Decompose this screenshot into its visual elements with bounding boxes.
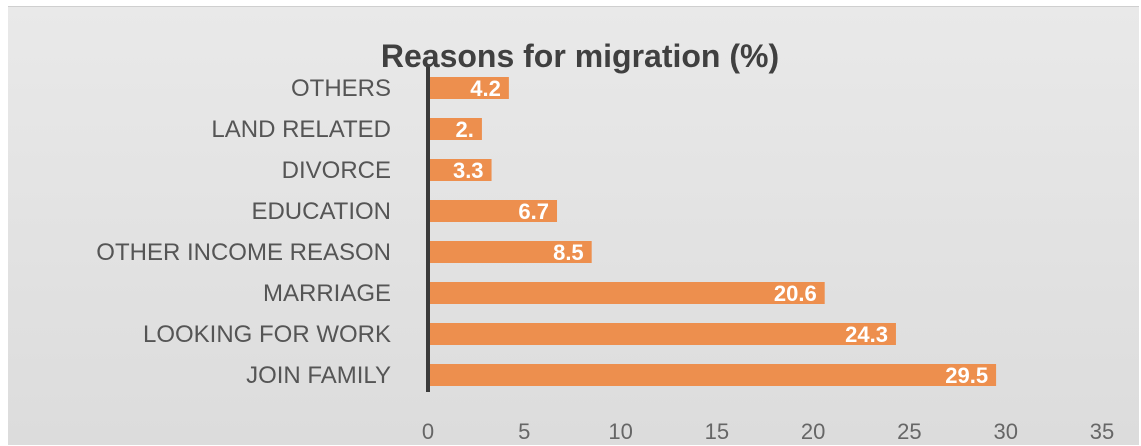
bar-education — [428, 200, 558, 222]
bar-other-income-reason — [428, 241, 592, 263]
category-label: DIVORCE — [282, 157, 391, 184]
x-tick-label: 35 — [1090, 419, 1114, 444]
x-tick-label: 30 — [993, 419, 1017, 444]
bar-looking-for-work — [428, 323, 896, 345]
x-tick-label: 20 — [801, 419, 825, 444]
data-label: 8.5 — [553, 240, 584, 265]
data-label: 6.7 — [518, 199, 549, 224]
bar-marriage — [428, 282, 825, 304]
x-tick-label: 25 — [897, 419, 921, 444]
bar-others — [428, 77, 509, 99]
bar-divorce — [428, 159, 492, 181]
bar-chart: Reasons for migration (%) JOIN FAMILY LOO… — [96, 38, 1114, 444]
x-tick-label: 0 — [422, 419, 434, 444]
data-label: 4.2 — [470, 76, 501, 101]
category-label: OTHERS — [291, 75, 391, 102]
x-axis-ticks: 0 5 10 15 20 25 30 35 — [422, 419, 1114, 444]
x-tick-label: 15 — [705, 419, 729, 444]
data-label: 29.5 — [945, 363, 988, 388]
data-label: 20.6 — [774, 281, 817, 306]
data-label: 3.3 — [453, 158, 484, 183]
x-tick-label: 10 — [608, 419, 632, 444]
data-labels: 29.5 24.3 20.6 8.56.7 3.3 2. 4.2 — [453, 76, 988, 388]
data-label: 2. — [456, 117, 474, 142]
chart-area: Reasons for migration (%) JOIN FAMILY LOO… — [8, 6, 1139, 445]
category-label: JOIN FAMILY — [246, 362, 391, 389]
bar-join-family — [428, 364, 997, 386]
chart-title: Reasons for migration (%) — [381, 38, 779, 74]
category-labels: JOIN FAMILY LOOKING FOR WORK MARRIAGE OTHER… — [96, 75, 391, 389]
category-label: LAND RELATED — [211, 116, 391, 143]
category-label: MARRIAGE — [263, 280, 391, 307]
category-label: EDUCATION — [251, 198, 391, 225]
category-label: OTHER INCOME REASON — [96, 239, 391, 266]
data-label: 24.3 — [845, 322, 888, 347]
category-label: LOOKING FOR WORK — [143, 321, 391, 348]
x-tick-label: 5 — [518, 419, 530, 444]
bars-group — [428, 77, 997, 386]
bar-land-related — [428, 118, 482, 140]
